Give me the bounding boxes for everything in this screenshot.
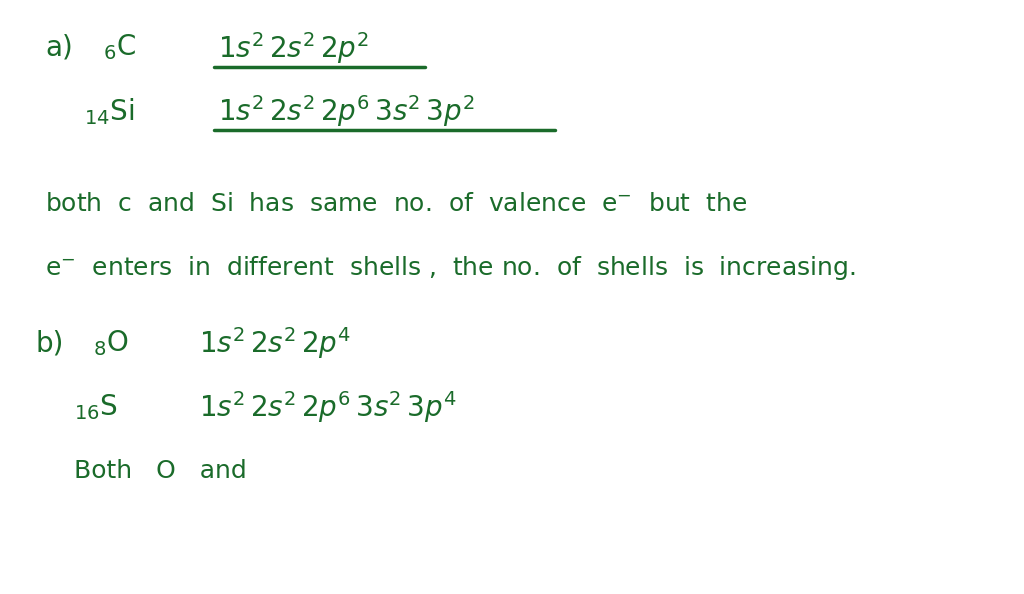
Text: $_{6}$C: $_{6}$C (103, 33, 136, 62)
Text: $1s^{2}\, 2s^{2}\, 2p^{6}\, 3s^{2}\, 3p^{4}$: $1s^{2}\, 2s^{2}\, 2p^{6}\, 3s^{2}\, 3p^… (200, 389, 457, 425)
Text: $1s^{2}\, 2s^{2}\, 2p^{6}\, 3s^{2}\, 3p^{2}$: $1s^{2}\, 2s^{2}\, 2p^{6}\, 3s^{2}\, 3p^… (218, 93, 475, 129)
Text: b): b) (36, 330, 65, 358)
Text: e$^{-}$  enters  in  different  shells ,  the no.  of  shells  is  increasing.: e$^{-}$ enters in different shells , the… (45, 254, 856, 282)
Text: $_{8}$O: $_{8}$O (93, 328, 129, 358)
Text: both  c  and  Si  has  same  no.  of  valence  e$^{-}$  but  the: both c and Si has same no. of valence e$… (45, 192, 748, 216)
Text: a): a) (45, 33, 73, 62)
Text: $_{16}$S: $_{16}$S (75, 392, 118, 422)
Text: $1s^{2}\, 2s^{2}\, 2p^{4}$: $1s^{2}\, 2s^{2}\, 2p^{4}$ (200, 326, 351, 361)
Text: $1s^{2}\, 2s^{2}\, 2p^{2}$: $1s^{2}\, 2s^{2}\, 2p^{2}$ (218, 30, 370, 65)
Text: $_{14}$Si: $_{14}$Si (84, 96, 134, 127)
Text: Both   O   and: Both O and (75, 459, 247, 483)
